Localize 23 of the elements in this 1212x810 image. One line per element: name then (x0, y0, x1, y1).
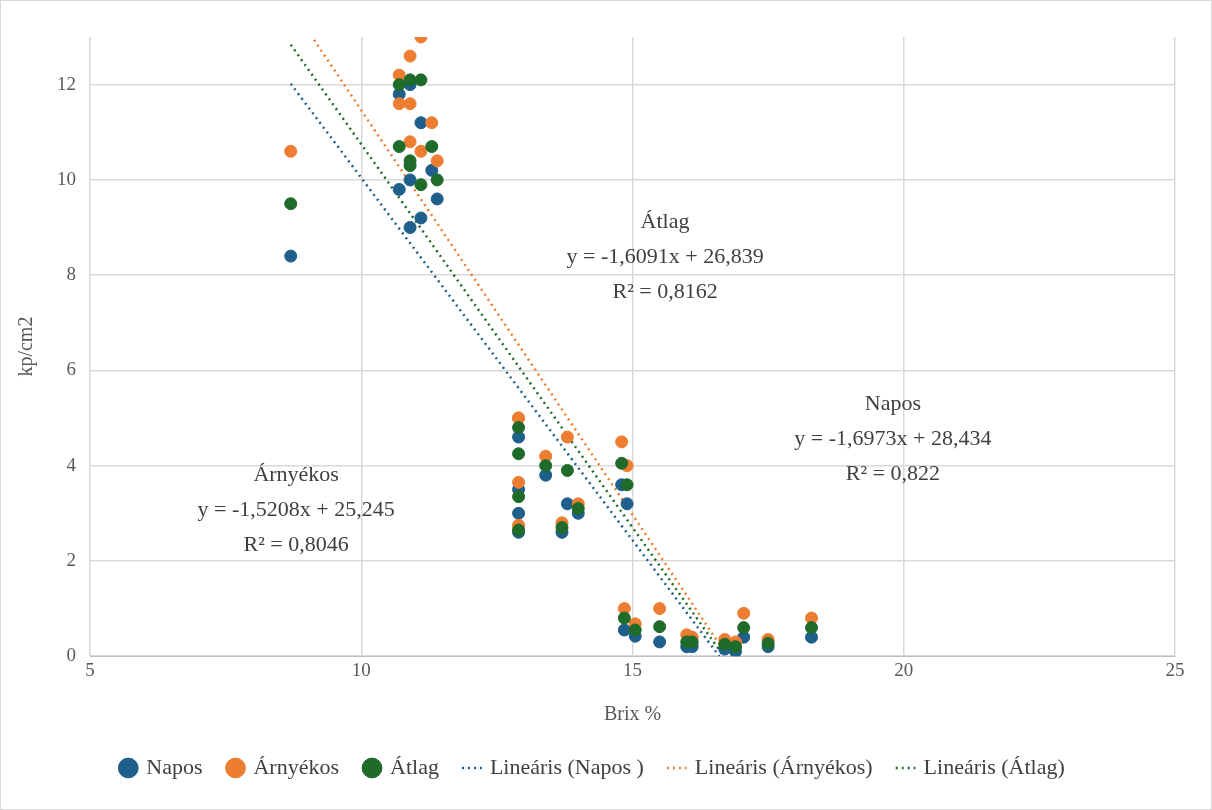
legend-label: Lineáris (Árnyékos) (694, 753, 873, 779)
annotation: Napos y = -1,6973x + 28,434 R² = 0,822 (794, 390, 992, 486)
x-tick-label: 15 (623, 658, 642, 680)
y-axis-title: kp/cm2 (14, 316, 38, 377)
x-tick-label: 5 (85, 658, 95, 680)
y-tick-label: 2 (66, 548, 76, 570)
x-axis-title: Brix % (603, 702, 662, 725)
legend-label: Lineáris (Napos ) (489, 753, 644, 779)
legend-label: Lineáris (Átlag) (923, 753, 1065, 779)
legend-label: Napos (146, 753, 203, 779)
y-tick-label: 8 (66, 263, 76, 285)
y-tick-label: 0 (66, 644, 76, 666)
legend-label: Árnyékos (253, 753, 340, 779)
x-tick-label: 10 (351, 658, 371, 680)
x-tick-label: 20 (894, 658, 914, 680)
legend-label: Átlag (390, 753, 439, 779)
x-tick-label: 25 (1165, 658, 1185, 680)
y-tick-label: 10 (57, 167, 76, 189)
y-tick-label: 12 (57, 72, 76, 94)
annotation: Árnyékos y = -1,5208x + 25,245 R² = 0,8046 (197, 461, 395, 557)
y-tick-label: 4 (66, 453, 77, 475)
y-tick-label: 6 (66, 358, 76, 380)
annotation: Átlag y = -1,6091x + 26,839 R² = 0,8162 (566, 207, 764, 303)
